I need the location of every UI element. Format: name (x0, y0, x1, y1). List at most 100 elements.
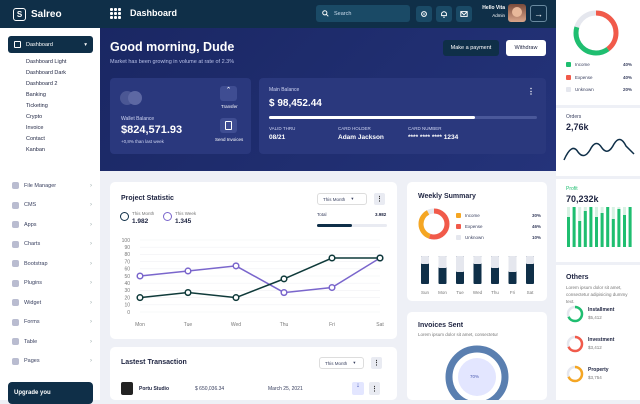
send-invoices-button[interactable] (220, 118, 237, 133)
sidebar-subitem[interactable]: Banking (26, 92, 46, 98)
day-label: Thu (491, 290, 499, 295)
data-point[interactable] (232, 262, 240, 270)
legend-swatch (566, 87, 571, 92)
sidebar-subitem[interactable]: Dashboard Light (26, 59, 67, 65)
user-role: Admin (492, 13, 505, 18)
sidebar-subitem[interactable]: Kanban (26, 147, 45, 153)
send-invoices-label: Send Invoices (215, 137, 244, 142)
profit-bar (623, 215, 626, 247)
sidebar-item[interactable]: Table › (12, 338, 92, 345)
data-point[interactable] (136, 294, 144, 302)
data-point[interactable] (328, 283, 336, 292)
legend-item: Unknown 20% (566, 87, 632, 92)
chevron-right-icon: › (90, 319, 92, 325)
sidebar-item[interactable]: Widget › (12, 299, 92, 306)
legend-label: Unknown (575, 87, 594, 92)
balance-progress (269, 116, 537, 119)
menu-item-icon (12, 260, 19, 267)
wallet-amount: $824,571.93 (121, 124, 183, 136)
period-select[interactable]: This Month ▾ (317, 193, 367, 205)
sidebar-item[interactable]: Bootstrap › (12, 260, 92, 267)
sidebar-item[interactable]: CMS › (12, 201, 92, 209)
bar-light (456, 256, 464, 272)
settings-button[interactable] (416, 6, 432, 22)
day-label: Sat (527, 290, 535, 295)
y-tick-label: 30 (124, 288, 130, 294)
this-month-marker (120, 212, 129, 221)
greeting: Good morning, Dude (110, 40, 235, 54)
bar-light (473, 256, 482, 264)
notification-button[interactable] (436, 6, 452, 22)
y-tick-label: 80 (124, 252, 130, 258)
latest-more-button[interactable]: ⋮ (371, 357, 382, 369)
wallet-label: Wallet Balance (121, 116, 155, 122)
transfer-button[interactable]: ⌃ (220, 86, 237, 101)
row-more-button[interactable]: ⋮ (369, 382, 380, 395)
series-line (139, 257, 381, 294)
holder-value: Adam Jackson (338, 134, 384, 141)
latest-title: Lastest Transaction (121, 359, 187, 366)
y-tick-label: 70 (124, 259, 130, 265)
legend-label: Expense (465, 224, 483, 229)
data-point[interactable] (184, 289, 192, 297)
sidebar-item-dashboard[interactable]: Dashboard ▾ (8, 36, 93, 53)
sidebar-item-label: Dashboard (26, 41, 53, 48)
sidebar-item-label: Plugins (24, 280, 43, 286)
data-point[interactable] (280, 275, 288, 283)
y-tick-label: 10 (124, 303, 130, 309)
legend-value: 20% (622, 87, 632, 92)
upgrade-banner[interactable]: Upgrade you (8, 382, 93, 404)
data-point[interactable] (376, 254, 384, 262)
transaction-name: Portu Studio (139, 386, 169, 392)
search-input[interactable]: Search (316, 5, 410, 22)
sidebar-subitem[interactable]: Ticketing (26, 103, 48, 109)
avatar[interactable] (508, 4, 526, 22)
sidebar-subitem[interactable]: Contact (26, 136, 45, 142)
legend-label: Income (465, 213, 480, 218)
apps-grid-icon[interactable] (110, 8, 121, 19)
total-label: Total (317, 212, 327, 217)
holder-label: CARD HOLDER (338, 126, 371, 131)
withdraw-button[interactable]: Withdraw (506, 40, 546, 56)
sidebar-item[interactable]: Charts › (12, 240, 92, 248)
more-button[interactable]: ⋮ (374, 193, 385, 205)
this-week-label: This Week (175, 211, 197, 216)
more-icon[interactable]: ⋮ (527, 87, 535, 96)
divider (556, 176, 640, 179)
data-point[interactable] (184, 267, 192, 275)
sidebar-subitem[interactable]: Invoice (26, 125, 44, 131)
sidebar-item-label: Charts (24, 241, 41, 247)
menu-item-icon (12, 201, 19, 209)
others-subtitle: Lorem ipsum dolor sit amet, consectetur … (566, 285, 628, 304)
others-item-label: Installment (588, 307, 615, 313)
sidebar-item[interactable]: Forms › (12, 318, 92, 326)
sidebar-subitem[interactable]: Crypto (26, 114, 43, 120)
y-tick-label: 100 (122, 238, 131, 244)
brand[interactable]: S Salreo (0, 0, 100, 28)
sidebar-subitem[interactable]: Dashboard 2 (26, 81, 58, 87)
legend-swatch (456, 235, 461, 240)
data-point[interactable] (136, 272, 144, 280)
others-item-label: Property (588, 367, 609, 373)
messages-button[interactable] (456, 6, 472, 22)
studio-logo-icon (121, 382, 133, 395)
data-point[interactable] (280, 289, 288, 297)
sidebar-item[interactable]: File Manager › (12, 182, 92, 189)
valid-label: VALID THRU (269, 126, 296, 131)
sidebar-item[interactable]: Plugins › (12, 279, 92, 287)
data-point[interactable] (232, 294, 240, 302)
sidebar-item[interactable]: Apps › (12, 221, 92, 228)
user-info: Hello Vita Admin (480, 5, 505, 18)
weekly-bars: Sun Mon Tue Wed Thu Fri Sat (421, 256, 535, 295)
logout-arrow-icon[interactable]: → (530, 5, 547, 22)
search-icon (322, 10, 329, 17)
weekly-summary-title: Weekly Summary (418, 193, 476, 200)
sidebar-item[interactable]: Pages › (12, 357, 92, 365)
make-payment-button[interactable]: Make a payment (443, 40, 499, 56)
download-icon[interactable]: ↓ (352, 382, 364, 395)
latest-period-select[interactable]: This Month ▾ (319, 357, 364, 369)
user-name: Hello Vita (482, 5, 505, 11)
data-point[interactable] (328, 254, 336, 262)
sidebar-subitem[interactable]: Dashboard Dark (26, 70, 67, 76)
transaction-amount: $ 650,036.34 (195, 386, 225, 392)
